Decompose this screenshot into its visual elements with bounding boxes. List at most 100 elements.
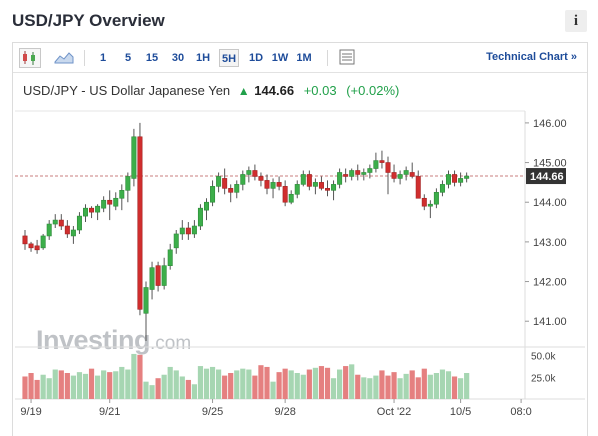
toolbar-divider (84, 50, 85, 66)
volume-bar (258, 365, 264, 399)
volume-bar (373, 375, 379, 399)
candle-body (197, 207, 203, 227)
candle-body (83, 207, 89, 217)
volume-bar (125, 369, 131, 399)
volume-bar (191, 384, 197, 399)
volume-bar (427, 374, 433, 399)
y-tick-label: 141.00 (533, 316, 567, 328)
up-arrow-icon: ▲ (237, 84, 250, 98)
candle-body (312, 182, 318, 187)
volume-bar (82, 373, 89, 399)
volume-bar (324, 367, 331, 399)
volume-bar (137, 354, 143, 399)
volume-bar (107, 372, 113, 399)
timeframe-5h[interactable]: 5H (219, 49, 239, 67)
candle-body (397, 174, 403, 179)
candlestick-icon[interactable] (19, 48, 41, 68)
area-chart-icon[interactable] (53, 48, 75, 68)
timeframe-1d[interactable]: 1D (248, 52, 264, 64)
timeframe-1[interactable]: 1 (99, 52, 107, 64)
volume-bar (173, 370, 179, 399)
candle-body (240, 174, 246, 185)
volume-bar (282, 368, 288, 399)
timeframe-1m[interactable]: 1M (296, 52, 312, 64)
timeframe-5[interactable]: 5 (124, 52, 132, 64)
volume-bar (421, 368, 427, 399)
table-view-icon[interactable] (337, 48, 359, 68)
candle-body (349, 170, 355, 177)
volume-bar (409, 370, 415, 399)
y-tick-label: 143.00 (533, 237, 567, 249)
last-price-tag (526, 168, 566, 185)
timeframe-1w[interactable]: 1W (271, 52, 289, 64)
volume-bar (197, 366, 204, 399)
investing-watermark: Investing.com (36, 325, 191, 356)
candle-body (149, 267, 155, 290)
candle-body (28, 243, 34, 249)
x-tick-label: 08:0 (510, 406, 531, 418)
volume-bar (391, 372, 397, 399)
volume-bar (234, 370, 240, 399)
candle-body (306, 174, 312, 187)
x-tick-label: Oct '22 (377, 406, 412, 418)
volume-bar (252, 375, 258, 399)
info-icon[interactable]: i (565, 10, 587, 32)
volume-bar (179, 376, 185, 399)
x-tick-label: 10/5 (450, 406, 471, 418)
candle-body (427, 203, 433, 207)
candle-body (458, 178, 464, 183)
x-tick-label: 9/28 (274, 406, 295, 418)
timeframe-30[interactable]: 30 (171, 52, 185, 64)
timeframe-15[interactable]: 15 (145, 52, 159, 64)
candle-body (433, 192, 439, 205)
volume-bar (131, 353, 137, 399)
candle-body (337, 172, 343, 185)
timeframe-1h[interactable]: 1H (195, 52, 211, 64)
volume-bar (167, 366, 173, 399)
volume-bar (209, 366, 216, 399)
candle-body (391, 172, 397, 179)
volume-bar (300, 374, 306, 399)
volume-bar (203, 368, 210, 399)
candle-body (185, 227, 191, 235)
volume-bar (397, 378, 403, 399)
candle-body (318, 182, 324, 189)
volume-bar (46, 378, 52, 399)
volume-bar (161, 374, 167, 399)
candle-body (89, 207, 95, 213)
candle-body (367, 168, 373, 173)
candle-body (379, 160, 385, 163)
candle-body (264, 180, 270, 189)
candle-body (252, 170, 258, 177)
volume-tick-label: 25.0k (531, 373, 556, 384)
candle-body (76, 215, 82, 231)
candle-body (385, 162, 391, 173)
price-change-percent: (+0.02%) (346, 83, 400, 98)
chart-widget: 1 5 15 30 1H 5H 1D 1W 1M Technical Chart » USD/J… (12, 42, 588, 436)
candle-body (46, 223, 52, 237)
candle-body (439, 184, 445, 193)
volume-bar (288, 370, 294, 399)
volume-bar (306, 369, 312, 399)
candle-body (191, 225, 197, 235)
candle-body (137, 136, 143, 310)
volume-bar (88, 368, 95, 399)
volume-bar (415, 377, 421, 399)
candle-body (421, 197, 427, 207)
candle-body (58, 219, 64, 227)
watermark-brand: Investing (36, 325, 151, 355)
technical-chart-link[interactable]: Technical Chart » (486, 51, 577, 63)
candle-body (204, 201, 210, 211)
candle-body (355, 170, 361, 175)
volume-bar (149, 385, 155, 399)
last-price-tag-label: 144.66 (530, 171, 564, 183)
volume-bar (52, 369, 58, 399)
volume-bar (458, 378, 464, 399)
overview-header: USD/JPY Overview i (0, 0, 598, 40)
volume-bar (270, 381, 276, 399)
volume-bar (264, 366, 270, 399)
x-tick-label: 9/21 (99, 406, 120, 418)
y-tick-label: 145.00 (533, 158, 567, 170)
instrument-name: USD/JPY - US Dollar Japanese Yen (23, 83, 231, 98)
price-chart[interactable]: 146.00 145.00 144.00 143.00 142.00 141.00 144.… (13, 43, 587, 436)
